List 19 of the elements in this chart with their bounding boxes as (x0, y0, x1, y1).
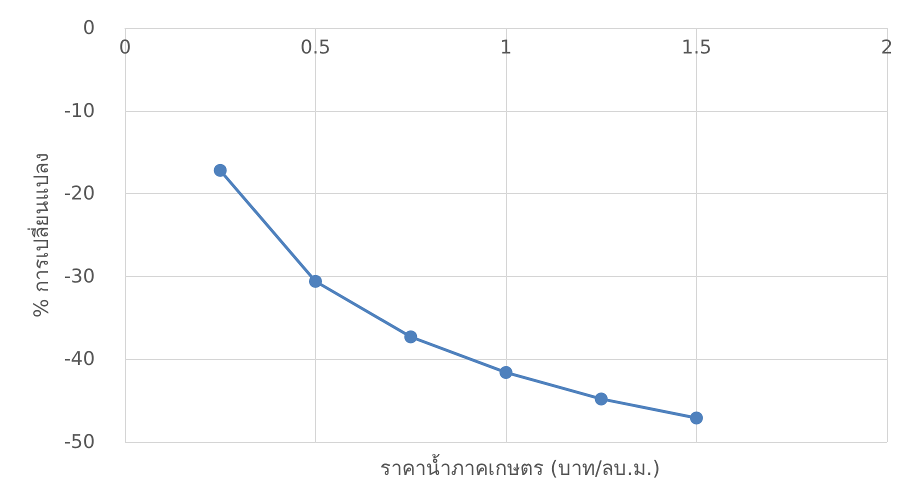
y-tick-label: -10 (64, 100, 95, 122)
x-tick-label: 1 (500, 36, 512, 58)
x-tick-label: 1.5 (681, 36, 712, 58)
y-axis-title: % การเปลี่ยนแปลง (27, 152, 53, 318)
x-tick-label: 2 (880, 36, 894, 58)
y-tick-label: -40 (64, 348, 95, 370)
x-axis-title: ราคาน้ำภาคเกษตร (บาท/ลบ.ม.) (380, 454, 660, 480)
point (214, 164, 227, 177)
point (309, 274, 322, 288)
point (404, 330, 418, 344)
y-tick-label: -30 (64, 265, 95, 288)
point (690, 411, 703, 424)
y-tick-label: 0 (82, 17, 95, 39)
x-tick-label: 0 (118, 36, 132, 58)
point (594, 392, 608, 406)
x-tick-label: 0.5 (300, 36, 331, 58)
y-tick-label: -20 (64, 182, 95, 205)
point (499, 366, 512, 379)
y-tick-label: -50 (64, 431, 95, 453)
